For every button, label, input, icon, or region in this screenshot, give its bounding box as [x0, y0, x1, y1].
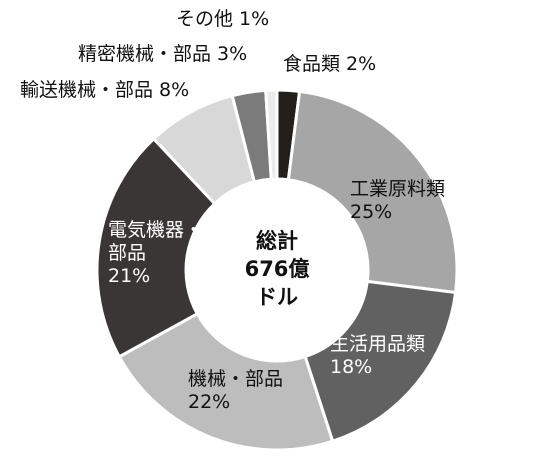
slice-label-1: 工業原料類 25% [350, 178, 445, 223]
slice-label-4: 電気機器・部品 21% [108, 219, 203, 287]
slice-label-3: 機械・部品 22% [188, 368, 283, 413]
slice-label-7: その他 1% [176, 8, 269, 30]
slice-4 [95, 136, 217, 359]
slice-label-2: 生活用品類 18% [330, 333, 425, 378]
slice-3 [117, 311, 335, 452]
slice-label-6: 精密機械・部品 3% [78, 43, 247, 65]
slice-2 [303, 279, 458, 444]
slice-label-0: 食品類 2% [283, 53, 376, 75]
center-label: 総計 676億ドル [245, 229, 310, 309]
slice-label-5: 輸送機械・部品 8% [20, 79, 189, 101]
slice-1 [286, 89, 459, 295]
slice-7 [264, 88, 279, 181]
